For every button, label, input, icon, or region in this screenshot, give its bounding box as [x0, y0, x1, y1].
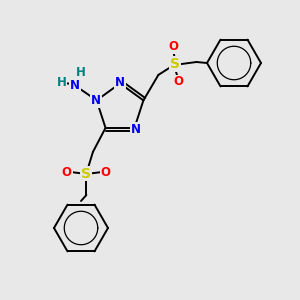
- Text: N: N: [131, 123, 141, 136]
- Text: N: N: [115, 76, 125, 89]
- Text: S: S: [170, 57, 180, 71]
- Text: O: O: [62, 166, 72, 178]
- Text: N: N: [91, 94, 101, 107]
- Text: N: N: [70, 79, 80, 92]
- Text: H: H: [57, 76, 66, 89]
- Text: O: O: [173, 75, 183, 88]
- Text: O: O: [168, 40, 178, 53]
- Text: S: S: [81, 167, 91, 181]
- Text: H: H: [76, 66, 85, 79]
- Text: O: O: [101, 166, 111, 178]
